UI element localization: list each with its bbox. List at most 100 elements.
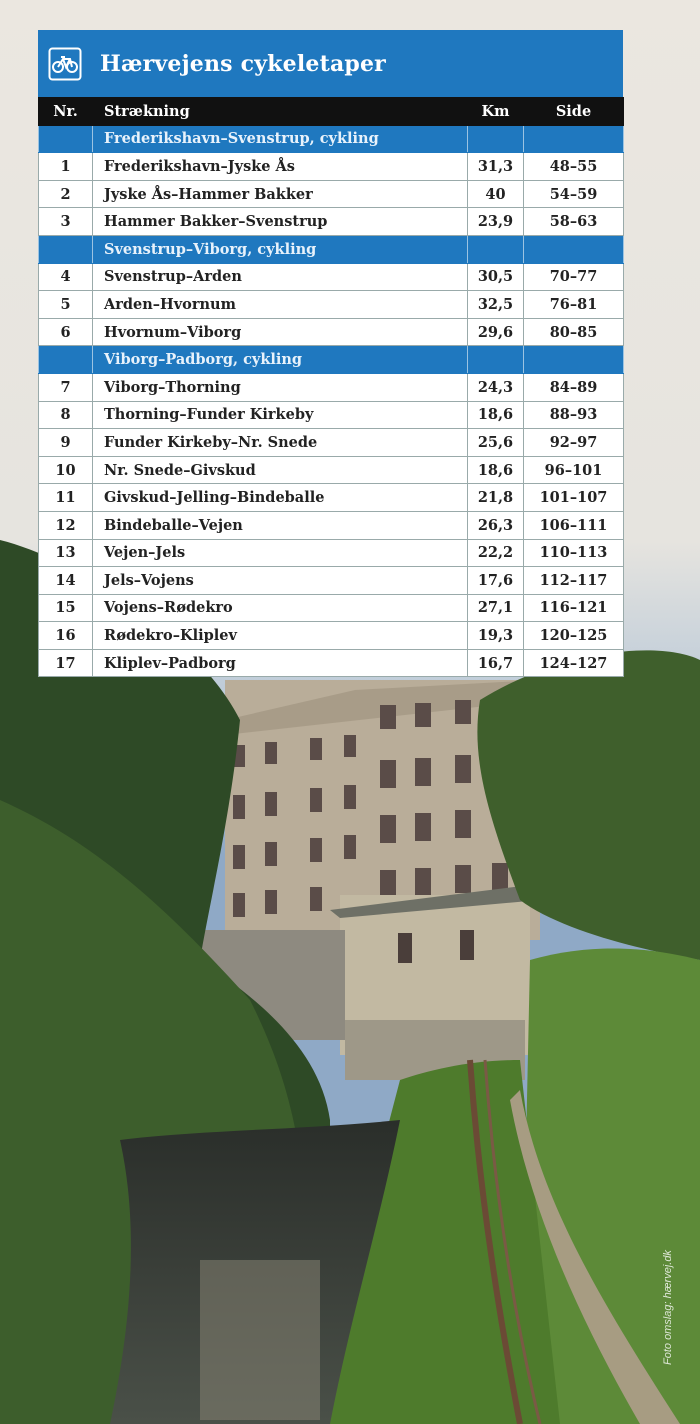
stage-number: 10: [38, 455, 93, 485]
stage-pages: 101–107: [523, 483, 624, 512]
stage-row: 3 Hammer Bakker–Svenstrup 23,9 58–63: [38, 207, 624, 236]
stage-row: 13 Vejen–Jels 22,2 110–113: [38, 538, 624, 568]
stage-km: 32,5: [467, 290, 524, 319]
stage-route: Hvornum–Viborg: [92, 317, 468, 347]
stage-pages: 80–85: [523, 317, 624, 347]
stage-pages: 106–111: [523, 510, 624, 540]
stage-row: 5 Arden–Hvornum 32,5 76–81: [38, 290, 624, 319]
route-table-panel: Hærvejens cykeletaper Nr. Strækning Km Side…: [38, 30, 624, 678]
stage-route: Jyske Ås–Hammer Bakker: [92, 179, 468, 209]
stage-route: Funder Kirkeby–Nr. Snede: [92, 428, 468, 457]
section-title: Viborg–Padborg, cykling: [92, 345, 468, 374]
stage-pages: 124–127: [523, 648, 624, 678]
stage-route: Arden–Hvornum: [92, 290, 468, 319]
stage-number: 14: [38, 566, 93, 595]
section-cell: [38, 124, 93, 154]
stage-number: 9: [38, 428, 93, 457]
stage-row: 16 Rødekro–Kliplev 19,3 120–125: [38, 621, 624, 650]
stage-km: 27,1: [467, 593, 524, 623]
stage-route: Vejen–Jels: [92, 538, 468, 568]
stage-row: 11 Givskud–Jelling–Bindeballe 21,8 101–107: [38, 483, 624, 512]
stage-km: 18,6: [467, 455, 524, 485]
stage-number: 17: [38, 648, 93, 678]
stage-number: 16: [38, 621, 93, 650]
stage-route: Frederikshavn–Jyske Ås: [92, 152, 468, 181]
stage-pages: 88–93: [523, 400, 624, 430]
stage-number: 1: [38, 152, 93, 181]
stage-number: 15: [38, 593, 93, 623]
stage-pages: 92–97: [523, 428, 624, 457]
stage-km: 31,3: [467, 152, 524, 181]
stage-route: Hammer Bakker–Svenstrup: [92, 207, 468, 236]
stage-route: Thorning–Funder Kirkeby: [92, 400, 468, 430]
stage-row: 4 Svenstrup–Arden 30,5 70–77: [38, 262, 624, 292]
section-row: Svenstrup–Viborg, cykling: [38, 234, 624, 264]
section-title: Frederikshavn–Svenstrup, cykling: [92, 124, 468, 154]
stage-pages: 48–55: [523, 152, 624, 181]
stage-route: Kliplev–Padborg: [92, 648, 468, 678]
section-cell: [38, 234, 93, 264]
section-cell: [523, 124, 624, 154]
stage-route: Rødekro–Kliplev: [92, 621, 468, 650]
stage-row: 15 Vojens–Rødekro 27,1 116–121: [38, 593, 624, 623]
route-table: Nr. Strækning Km Side Frederikshavn–Svenstr…: [38, 97, 624, 678]
column-header: Km: [467, 97, 524, 126]
stage-km: 21,8: [467, 483, 524, 512]
title: Hærvejens cykeletaper: [100, 50, 386, 77]
stage-km: 17,6: [467, 566, 524, 595]
column-header: Strækning: [92, 97, 468, 126]
section-cell: [467, 345, 524, 374]
stage-pages: 76–81: [523, 290, 624, 319]
stage-km: 29,6: [467, 317, 524, 347]
stage-km: 23,9: [467, 207, 524, 236]
stage-pages: 58–63: [523, 207, 624, 236]
stage-km: 26,3: [467, 510, 524, 540]
stage-km: 24,3: [467, 372, 524, 402]
stage-pages: 84–89: [523, 372, 624, 402]
stage-row: 1 Frederikshavn–Jyske Ås 31,3 48–55: [38, 152, 624, 181]
stage-route: Givskud–Jelling–Bindeballe: [92, 483, 468, 512]
stage-route: Jels–Vojens: [92, 566, 468, 595]
photo-credit: Foto omslag: hærvej.dk: [662, 1250, 674, 1365]
stage-row: 14 Jels–Vojens 17,6 112–117: [38, 566, 624, 595]
section-cell: [467, 124, 524, 154]
section-row: Viborg–Padborg, cykling: [38, 345, 624, 374]
stage-route: Bindeballe–Vejen: [92, 510, 468, 540]
stage-number: 4: [38, 262, 93, 292]
header-row: Nr. Strækning Km Side: [38, 97, 624, 126]
stage-row: 7 Viborg–Thorning 24,3 84–89: [38, 372, 624, 402]
section-cell: [523, 345, 624, 374]
stage-number: 2: [38, 179, 93, 209]
column-header: Side: [523, 97, 624, 126]
stage-km: 16,7: [467, 648, 524, 678]
stage-route: Svenstrup–Arden: [92, 262, 468, 292]
stage-row: 10 Nr. Snede–Givskud 18,6 96–101: [38, 455, 624, 485]
stage-km: 30,5: [467, 262, 524, 292]
stage-km: 25,6: [467, 428, 524, 457]
stage-row: 8 Thorning–Funder Kirkeby 18,6 88–93: [38, 400, 624, 430]
section-cell: [467, 234, 524, 264]
title-bar: Hærvejens cykeletaper: [38, 30, 623, 97]
stage-pages: 54–59: [523, 179, 624, 209]
stage-pages: 70–77: [523, 262, 624, 292]
section-cell: [523, 234, 624, 264]
stage-km: 40: [467, 179, 524, 209]
bike-icon: [48, 47, 82, 80]
stage-number: 8: [38, 400, 93, 430]
section-cell: [38, 345, 93, 374]
stage-pages: 112–117: [523, 566, 624, 595]
stage-route: Viborg–Thorning: [92, 372, 468, 402]
stage-row: 6 Hvornum–Viborg 29,6 80–85: [38, 317, 624, 347]
stage-km: 18,6: [467, 400, 524, 430]
stage-number: 5: [38, 290, 93, 319]
stage-number: 3: [38, 207, 93, 236]
stage-route: Nr. Snede–Givskud: [92, 455, 468, 485]
column-header: Nr.: [38, 97, 93, 126]
stage-km: 22,2: [467, 538, 524, 568]
section-title: Svenstrup–Viborg, cykling: [92, 234, 468, 264]
stage-km: 19,3: [467, 621, 524, 650]
stage-pages: 96–101: [523, 455, 624, 485]
stage-pages: 120–125: [523, 621, 624, 650]
